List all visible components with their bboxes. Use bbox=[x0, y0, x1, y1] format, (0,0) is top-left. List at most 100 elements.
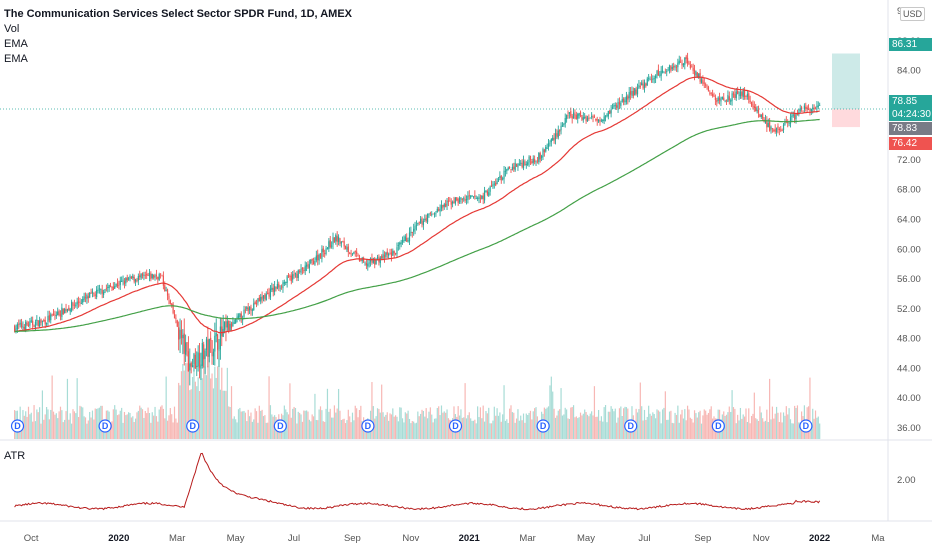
currency-label[interactable]: USD bbox=[900, 7, 926, 21]
volume-bar bbox=[210, 378, 212, 439]
volume-bar bbox=[595, 416, 597, 439]
candle-body bbox=[688, 62, 690, 65]
candle-body bbox=[329, 239, 331, 248]
candle-body bbox=[178, 327, 180, 340]
candle-body bbox=[410, 231, 412, 233]
candle-body bbox=[40, 319, 42, 324]
dividend-marker[interactable] bbox=[624, 419, 638, 433]
volume-bar bbox=[306, 410, 308, 439]
ema-fast-line[interactable] bbox=[14, 76, 820, 334]
volume-bar bbox=[90, 417, 92, 439]
candle-body bbox=[440, 205, 443, 209]
volume-bar bbox=[254, 408, 256, 439]
dividend-marker[interactable] bbox=[361, 419, 375, 433]
candle-body bbox=[524, 161, 526, 166]
volume-bar bbox=[724, 415, 726, 439]
volume-bar bbox=[158, 409, 160, 439]
candle-body bbox=[293, 274, 295, 276]
volume-bar bbox=[307, 411, 309, 439]
candle-body bbox=[244, 309, 247, 311]
position-profit-zone[interactable] bbox=[832, 53, 860, 110]
candle-body bbox=[685, 56, 687, 60]
candle-body bbox=[43, 320, 45, 321]
volume-bar bbox=[392, 408, 394, 439]
volume-bar bbox=[96, 408, 98, 439]
atr-legend[interactable]: ATR bbox=[4, 450, 26, 462]
candle-body bbox=[766, 121, 768, 128]
candle-body bbox=[82, 299, 84, 303]
candle-body bbox=[340, 241, 342, 244]
candle-body bbox=[661, 70, 664, 73]
candle-body bbox=[287, 275, 290, 277]
position-loss-zone[interactable] bbox=[832, 109, 860, 128]
volume-bar bbox=[289, 383, 291, 439]
volume-bar bbox=[221, 367, 223, 439]
dividend-marker[interactable] bbox=[799, 419, 813, 433]
candle-body bbox=[346, 247, 348, 250]
volume-bar bbox=[255, 411, 258, 439]
volume-bar bbox=[59, 406, 62, 439]
dividend-marker[interactable] bbox=[273, 419, 287, 433]
volume-bar bbox=[781, 422, 783, 439]
volume-bar bbox=[600, 416, 602, 439]
atr-line[interactable] bbox=[14, 452, 821, 511]
volume-bar bbox=[80, 406, 82, 439]
dividend-marker[interactable] bbox=[10, 419, 25, 433]
volume-bar bbox=[598, 409, 600, 439]
volume-bar bbox=[698, 412, 700, 439]
candle-body bbox=[133, 277, 135, 282]
volume-bar bbox=[513, 412, 515, 439]
volume-bar bbox=[66, 378, 69, 439]
candle-body bbox=[150, 273, 152, 280]
candle-body bbox=[169, 300, 171, 304]
candle-body bbox=[243, 309, 245, 317]
legend-ema-1[interactable]: EMA bbox=[4, 38, 28, 50]
candle-body bbox=[604, 115, 607, 117]
legend-ema-2[interactable]: EMA bbox=[4, 53, 28, 65]
candle-body bbox=[795, 114, 797, 119]
volume-bar bbox=[197, 377, 199, 439]
volume-bar bbox=[603, 407, 605, 439]
long-position-tool[interactable] bbox=[832, 53, 860, 128]
volume-bar bbox=[661, 409, 664, 439]
candle-body bbox=[517, 164, 519, 168]
volume-bar bbox=[349, 416, 351, 439]
volume-bar bbox=[414, 423, 416, 439]
volume-bar bbox=[219, 389, 221, 439]
candle-body bbox=[229, 323, 231, 332]
volume-bar bbox=[588, 416, 590, 439]
volume-bar bbox=[315, 419, 317, 439]
volume-bar bbox=[741, 418, 743, 439]
dividend-marker[interactable] bbox=[98, 419, 112, 433]
candle-body bbox=[677, 62, 679, 68]
volume-bar bbox=[789, 419, 792, 439]
symbol-title[interactable]: The Communication Services Select Sector… bbox=[4, 8, 353, 20]
time-tick-label: Sep bbox=[694, 533, 711, 544]
volume-bar bbox=[483, 421, 486, 439]
dividend-marker[interactable] bbox=[186, 419, 200, 433]
dividend-marker[interactable] bbox=[536, 419, 550, 433]
candle-body bbox=[51, 314, 53, 316]
ema-lines bbox=[0, 76, 888, 334]
legend-vol[interactable]: Vol bbox=[4, 23, 20, 35]
candle-body bbox=[588, 117, 590, 119]
candle-body bbox=[155, 274, 158, 277]
candle-body bbox=[360, 259, 362, 261]
volume-bar bbox=[189, 390, 191, 439]
candle-body bbox=[332, 237, 334, 245]
dividend-marker[interactable] bbox=[448, 419, 463, 433]
dividend-marker-label: D bbox=[803, 421, 810, 431]
volume-bar bbox=[596, 416, 598, 439]
candle-body bbox=[655, 75, 657, 79]
volume-bar bbox=[211, 373, 213, 439]
volume-bar bbox=[87, 420, 89, 439]
dividend-marker[interactable] bbox=[711, 419, 725, 433]
candle-body bbox=[376, 256, 379, 259]
candle-body bbox=[782, 124, 785, 130]
volume-bar bbox=[290, 417, 292, 439]
volume-bar bbox=[445, 412, 447, 439]
candle-body bbox=[132, 275, 134, 279]
ema-slow-line[interactable] bbox=[14, 118, 820, 333]
candle-body bbox=[629, 91, 632, 95]
